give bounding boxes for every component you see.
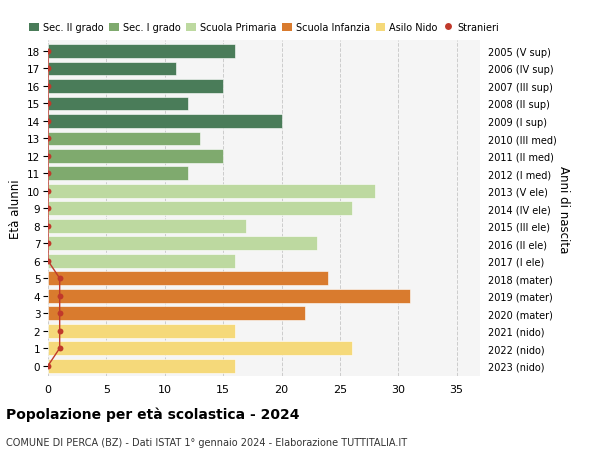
Bar — [48, 62, 176, 76]
Point — [55, 292, 64, 300]
Point — [43, 240, 53, 247]
Point — [43, 153, 53, 160]
Bar — [48, 45, 235, 59]
Point — [55, 275, 64, 282]
Bar — [48, 219, 247, 233]
Point — [55, 327, 64, 335]
Bar — [48, 167, 188, 181]
Point — [43, 66, 53, 73]
Bar — [48, 132, 200, 146]
Bar — [48, 237, 317, 251]
Point — [43, 135, 53, 143]
Point — [43, 118, 53, 125]
Bar — [48, 307, 305, 320]
Bar — [48, 324, 235, 338]
Point — [55, 310, 64, 317]
Legend: Sec. II grado, Sec. I grado, Scuola Primaria, Scuola Infanzia, Asilo Nido, Stran: Sec. II grado, Sec. I grado, Scuola Prim… — [29, 23, 499, 33]
Bar — [48, 150, 223, 163]
Bar — [48, 289, 410, 303]
Point — [43, 257, 53, 265]
Point — [43, 362, 53, 369]
Bar — [48, 202, 352, 216]
Point — [43, 205, 53, 213]
Bar — [48, 359, 235, 373]
Text: COMUNE DI PERCA (BZ) - Dati ISTAT 1° gennaio 2024 - Elaborazione TUTTITALIA.IT: COMUNE DI PERCA (BZ) - Dati ISTAT 1° gen… — [6, 437, 407, 447]
Y-axis label: Età alunni: Età alunni — [8, 179, 22, 239]
Point — [55, 345, 64, 352]
Point — [43, 223, 53, 230]
Bar — [48, 80, 223, 94]
Y-axis label: Anni di nascita: Anni di nascita — [557, 165, 570, 252]
Point — [43, 48, 53, 56]
Point — [43, 170, 53, 178]
Bar — [48, 341, 352, 355]
Text: Popolazione per età scolastica - 2024: Popolazione per età scolastica - 2024 — [6, 406, 299, 421]
Bar — [48, 115, 281, 129]
Bar — [48, 185, 375, 198]
Point — [43, 188, 53, 195]
Point — [43, 83, 53, 90]
Point — [43, 101, 53, 108]
Bar — [48, 254, 235, 268]
Bar — [48, 272, 328, 285]
Bar — [48, 97, 188, 111]
